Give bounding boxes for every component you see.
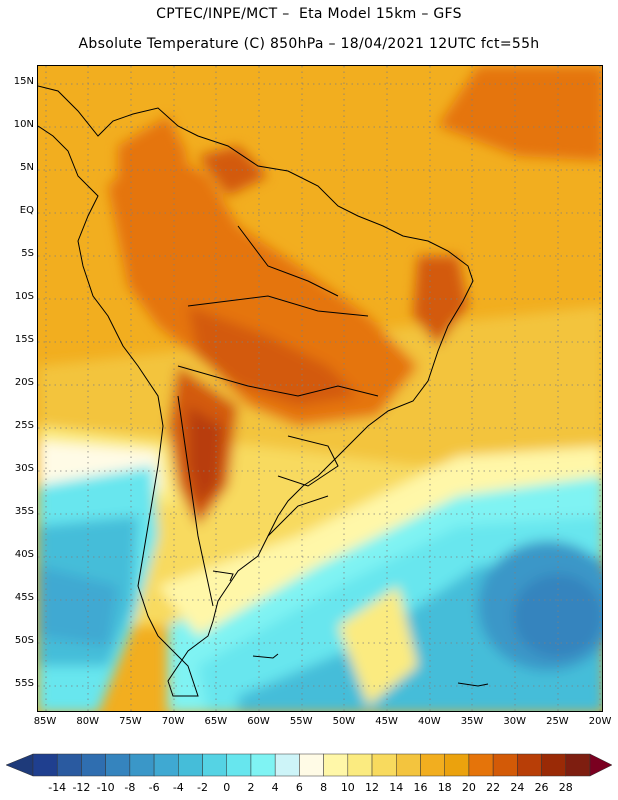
- colorbar-swatch: [565, 753, 591, 777]
- latitude-label: EQ: [19, 205, 34, 216]
- colorbar: [5, 753, 613, 777]
- colorbar-swatch: [468, 753, 494, 777]
- latitude-label: 55S: [14, 678, 34, 689]
- colorbar-swatch: [105, 753, 131, 777]
- longitude-label: 30W: [503, 716, 526, 727]
- colorbar-tick-label: 22: [486, 781, 501, 794]
- colorbar-tick-label: 20: [461, 781, 476, 794]
- colorbar-swatch: [444, 753, 470, 777]
- latitude-label: 10N: [13, 119, 34, 130]
- colorbar-tick-label: 14: [389, 781, 404, 794]
- colorbar-swatch: [81, 753, 106, 777]
- colorbar-tick-label: -12: [72, 781, 91, 794]
- latitude-label: 50S: [14, 635, 34, 646]
- colorbar-swatch: [129, 753, 155, 777]
- colorbar-swatch: [178, 753, 203, 777]
- colorbar-swatch: [396, 753, 421, 777]
- colorbar-swatch: [420, 753, 445, 777]
- colorbar-underflow-arrow: [5, 753, 34, 777]
- latitude-label: 20S: [14, 377, 34, 388]
- temperature-field: [38, 66, 602, 711]
- colorbar-swatch: [323, 753, 349, 777]
- longitude-label: 75W: [119, 716, 142, 727]
- colorbar-tick-label: -6: [148, 781, 160, 794]
- longitude-label: 85W: [33, 716, 57, 727]
- colorbar-swatch: [299, 753, 324, 777]
- longitude-label: 60W: [247, 716, 270, 727]
- colorbar-tick-label: -2: [197, 781, 208, 794]
- colorbar-swatch: [202, 753, 227, 777]
- colorbar-tick-label: 16: [413, 781, 428, 794]
- colorbar-swatch: [250, 753, 276, 777]
- latitude-label: 40S: [14, 549, 34, 560]
- colorbar-swatch: [517, 753, 542, 777]
- longitude-label: 65W: [204, 716, 228, 727]
- longitude-label: 40W: [417, 716, 441, 727]
- colorbar-tick-label: 26: [534, 781, 549, 794]
- colorbar-tick-label: 18: [437, 781, 452, 794]
- temperature-map[interactable]: [37, 65, 603, 712]
- colorbar-swatch: [153, 753, 179, 777]
- colorbar-swatch: [274, 753, 300, 777]
- colorbar-swatch: [492, 753, 518, 777]
- longitude-label: 35W: [460, 716, 484, 727]
- latitude-label: 35S: [14, 506, 34, 517]
- colorbar-tick-label: -8: [124, 781, 136, 794]
- latitude-label: 45S: [14, 592, 34, 603]
- colorbar-tick-label: 12: [365, 781, 380, 794]
- colorbar-swatch: [347, 753, 373, 777]
- latitude-label: 5N: [20, 162, 34, 173]
- longitude-label: 50W: [332, 716, 356, 727]
- longitude-label: 25W: [546, 716, 569, 727]
- latitude-label: 5S: [21, 248, 34, 259]
- colorbar-swatch: [32, 753, 58, 777]
- longitude-label: 20W: [588, 716, 612, 727]
- colorbar-tick-label: -4: [172, 781, 184, 794]
- latitude-label: 30S: [14, 463, 34, 474]
- longitude-label: 80W: [76, 716, 99, 727]
- map-title-line-1: CPTEC/INPE/MCT – Eta Model 15km – GFS: [156, 6, 462, 22]
- colorbar-tick-label: -14: [48, 781, 67, 794]
- colorbar-tick-label: 0: [223, 781, 231, 794]
- colorbar-swatch: [541, 753, 567, 777]
- colorbar-tick-label: 4: [271, 781, 279, 794]
- coastlines: [38, 85, 489, 697]
- colorbar-swatch: [56, 753, 82, 777]
- latitude-label: 25S: [14, 420, 34, 431]
- latitude-label: 15N: [13, 76, 34, 87]
- map-title-line-2: Absolute Temperature (C) 850hPa – 18/04/…: [78, 36, 540, 52]
- longitude-label: 55W: [289, 716, 313, 727]
- colorbar-overflow-arrow: [589, 753, 613, 777]
- latitude-label: 10S: [14, 291, 34, 302]
- colorbar-tick-label: 24: [510, 781, 525, 794]
- colorbar-tick-label: 10: [340, 781, 355, 794]
- colorbar-swatch: [371, 753, 397, 777]
- longitude-label: 70W: [161, 716, 185, 727]
- colorbar-tick-label: -10: [96, 781, 115, 794]
- colorbar-tick-label: 28: [558, 781, 573, 794]
- latitude-label: 15S: [14, 334, 34, 345]
- colorbar-tick-label: 6: [295, 781, 303, 794]
- colorbar-tick-label: 2: [247, 781, 255, 794]
- longitude-label: 45W: [375, 716, 398, 727]
- colorbar-tick-label: 8: [320, 781, 328, 794]
- colorbar-swatch: [226, 753, 252, 777]
- graticule: [38, 66, 602, 711]
